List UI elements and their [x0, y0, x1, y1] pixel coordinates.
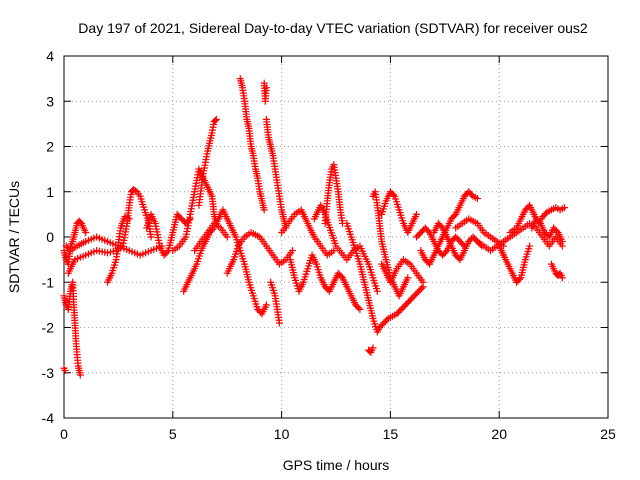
- data-point: [163, 248, 171, 256]
- data-point: [558, 274, 566, 282]
- series-arc-3: [60, 364, 69, 374]
- data-point: [76, 371, 84, 379]
- data-point: [125, 215, 133, 223]
- series-arc-27: [378, 188, 421, 236]
- x-axis-label: GPS time / hours: [283, 457, 390, 473]
- x-tick-label: 25: [600, 426, 616, 442]
- series-arc-32: [473, 219, 566, 255]
- data-point: [413, 210, 421, 218]
- data-point: [337, 272, 345, 280]
- series-arc-15: [262, 115, 290, 232]
- data-point: [212, 115, 220, 123]
- data-point: [473, 195, 481, 203]
- grid: [64, 56, 608, 418]
- series-arc-10: [195, 115, 220, 209]
- data-point: [356, 305, 364, 313]
- series-arc-13: [236, 75, 268, 214]
- series-arc-11: [191, 219, 231, 255]
- data-point: [354, 304, 362, 312]
- data-point: [419, 283, 427, 291]
- data-point: [468, 191, 476, 199]
- chart-title: Day 197 of 2021, Sidereal Day-to-day VTE…: [78, 20, 588, 36]
- y-tick-label: -3: [42, 365, 55, 381]
- tick-labels: 0 5 10 15 20 25 -4 -3 -2 -1 0 1 2 3 4: [42, 48, 616, 442]
- data-point: [424, 227, 432, 235]
- series-arc-34: [506, 201, 568, 236]
- data-point: [526, 242, 534, 250]
- series-arc-12: [212, 206, 270, 318]
- data-point: [373, 287, 381, 295]
- data-point: [404, 274, 412, 282]
- data-point: [262, 301, 270, 309]
- data-point: [369, 344, 377, 352]
- data-point: [383, 316, 391, 324]
- data-point: [442, 248, 450, 256]
- series-arc-5: [64, 185, 155, 277]
- y-tick-label: 2: [46, 139, 54, 155]
- data-point: [61, 366, 69, 374]
- data-point: [553, 227, 561, 235]
- series-arc-36: [547, 260, 566, 282]
- x-tick-label: 5: [169, 426, 177, 442]
- data-point: [437, 222, 445, 230]
- series-arc-14: [260, 79, 270, 105]
- data-point: [516, 275, 524, 283]
- series-arc-22: [343, 219, 384, 336]
- y-tick-label: 4: [46, 48, 54, 64]
- data-point: [558, 238, 566, 246]
- y-tick-label: -4: [42, 410, 55, 426]
- series-arc-6: [104, 213, 133, 286]
- data-point: [211, 116, 219, 124]
- y-tick-label: -1: [42, 274, 55, 290]
- series-arc-19: [286, 251, 364, 313]
- x-tick-label: 15: [383, 426, 399, 442]
- y-axis-label: SDTVAR / TECUs: [6, 181, 22, 293]
- series-arc-24: [369, 188, 412, 300]
- data-marks: [60, 75, 568, 379]
- data-point: [262, 84, 270, 92]
- x-tick-label: 10: [274, 426, 290, 442]
- series-arc-33: [495, 242, 534, 286]
- data-point: [459, 241, 467, 249]
- series-arc-2: [60, 278, 84, 379]
- data-point: [288, 247, 296, 255]
- data-point: [82, 228, 90, 236]
- series-arc-30: [430, 219, 486, 264]
- series-arc-16: [223, 228, 296, 277]
- series-arc-25: [378, 256, 427, 286]
- series-arc-8: [169, 165, 220, 255]
- axis-ticks: [63, 55, 609, 419]
- y-tick-label: -2: [42, 320, 55, 336]
- data-point: [147, 233, 155, 241]
- data-point: [542, 210, 550, 218]
- data-point: [418, 284, 426, 292]
- series-arc-35: [528, 215, 566, 246]
- data-point: [260, 206, 268, 214]
- series-arc-20: [321, 161, 347, 227]
- data-point: [223, 233, 231, 241]
- y-tick-label: 0: [46, 229, 54, 245]
- x-tick-label: 0: [60, 426, 68, 442]
- series-arc-7: [143, 210, 194, 259]
- series-arc-23: [365, 344, 377, 356]
- y-tick-label: 3: [46, 93, 54, 109]
- series-arc-21: [310, 201, 381, 295]
- x-tick-label: 20: [491, 426, 507, 442]
- series-arc-18: [278, 206, 338, 259]
- series-arc-26: [376, 283, 427, 331]
- data-point: [560, 204, 568, 212]
- data-point: [450, 212, 458, 220]
- data-point: [535, 218, 543, 226]
- series-arc-17: [267, 278, 283, 327]
- y-tick-label: 1: [46, 184, 54, 200]
- data-point: [389, 191, 397, 199]
- data-point: [275, 319, 283, 327]
- data-point: [131, 187, 139, 195]
